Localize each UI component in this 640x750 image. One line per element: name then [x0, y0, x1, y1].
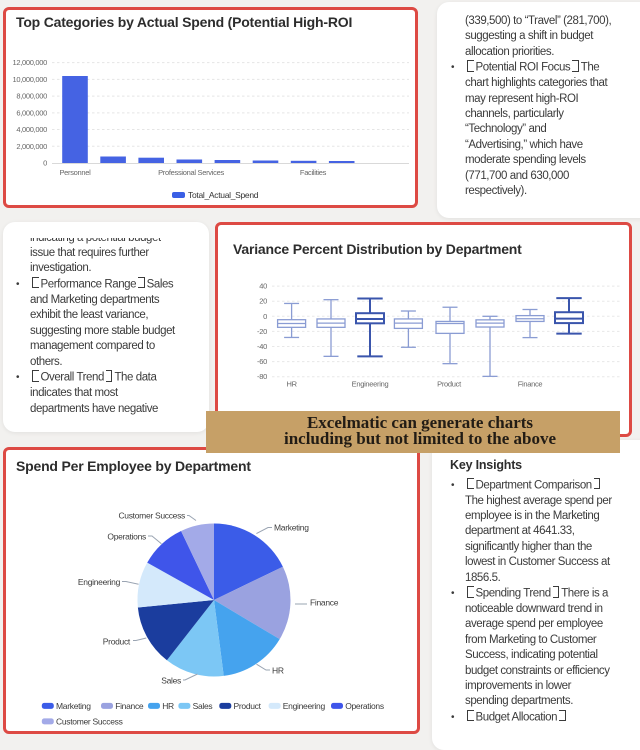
svg-text:8,000,000: 8,000,000 [16, 92, 47, 101]
svg-text:HR: HR [272, 666, 284, 676]
svg-text:20: 20 [259, 297, 267, 306]
svg-text:Professional Services: Professional Services [158, 168, 224, 177]
svg-text:Product: Product [234, 701, 262, 711]
svg-text:Customer Success: Customer Success [56, 717, 123, 727]
svg-text:Marketing: Marketing [274, 523, 309, 533]
svg-text:HR: HR [286, 380, 297, 389]
svg-text:Finance: Finance [310, 598, 339, 608]
svg-text:0: 0 [43, 159, 47, 168]
svg-text:Engineering: Engineering [78, 577, 121, 587]
svg-text:Total_Actual_Spend: Total_Actual_Spend [188, 190, 259, 200]
svg-text:Operations: Operations [107, 532, 146, 542]
svg-text:Sales: Sales [193, 701, 213, 711]
svg-text:Customer Success: Customer Success [118, 511, 185, 521]
svg-text:Product: Product [103, 637, 131, 647]
svg-text:Engineering: Engineering [352, 380, 389, 389]
svg-text:4,000,000: 4,000,000 [16, 125, 47, 134]
svg-text:Finance: Finance [115, 701, 144, 711]
svg-text:6,000,000: 6,000,000 [16, 108, 47, 117]
svg-text:40: 40 [259, 282, 267, 291]
svg-text:Engineering: Engineering [283, 701, 326, 711]
svg-text:12,000,000: 12,000,000 [12, 58, 47, 67]
svg-text:HR: HR [162, 701, 174, 711]
svg-text:Facilities: Facilities [300, 168, 327, 177]
svg-text:10,000,000: 10,000,000 [12, 75, 47, 84]
svg-text:2,000,000: 2,000,000 [16, 142, 47, 151]
svg-text:Sales: Sales [161, 676, 181, 686]
svg-text:-40: -40 [257, 342, 267, 351]
svg-text:Operations: Operations [345, 701, 384, 711]
svg-text:-80: -80 [257, 372, 267, 381]
svg-text:Finance: Finance [518, 380, 543, 389]
svg-text:0: 0 [263, 312, 267, 321]
svg-text:-60: -60 [257, 357, 267, 366]
svg-text:Product: Product [437, 380, 462, 389]
svg-text:-20: -20 [257, 327, 267, 336]
svg-text:Marketing: Marketing [56, 701, 91, 711]
svg-text:Personnel: Personnel [59, 168, 91, 177]
